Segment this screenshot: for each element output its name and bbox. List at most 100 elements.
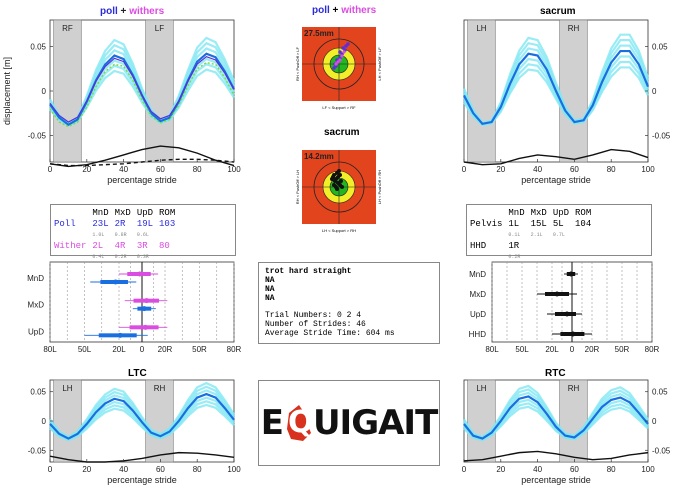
fore-asymmetry-panel: 80L 50L 20L 0 20R 50R 80R MnD MxD UpD	[0, 258, 242, 358]
info-line: NA	[265, 276, 275, 285]
stride-trace	[463, 384, 649, 439]
x-tick-label: 80	[607, 165, 616, 174]
fore-sub: 1.0L	[92, 232, 105, 238]
hind-header-rom: ROM	[575, 208, 592, 218]
asym-category-label: MnD	[469, 270, 486, 279]
target-left-label: RH < PushOff > LF	[295, 46, 300, 80]
asym-tick-label: 50R	[192, 345, 207, 354]
trial-info-box: trot hard straight NA NA NA Trial Number…	[258, 262, 440, 344]
sacrum-chart: LH RH 0 20 40 60 80 100 0.05 0 -0.05 percentage str…	[462, 19, 671, 185]
x-axis-label: percentage stride	[521, 475, 591, 485]
asym-tick-label: 0	[140, 345, 145, 354]
hind-cell: 1L	[508, 219, 520, 229]
series-line-black	[49, 451, 235, 463]
hind-asymmetry-panel: 80L 50L 20L 0 20R 50R 80R MnD MxD UpD HHD	[440, 258, 677, 358]
equigait-logo: E Q UIGAIT	[260, 403, 439, 443]
fore-asymmetry-table: MnD MxD UpD ROM Poll 23L 2R 19L 103 1.0L…	[50, 204, 236, 260]
hind-sub: 0.7L	[552, 232, 565, 238]
stride-point-sacrum	[339, 179, 343, 183]
stride-point-sacrum	[335, 187, 339, 191]
hind-row-pelvis-name: Pelvis	[470, 219, 503, 229]
poll-withers-target-panel: poll + withers 27.5mm LF < Support > RF RH…	[290, 0, 390, 125]
info-line: NA	[265, 294, 275, 303]
stance-band	[145, 19, 174, 163]
x-tick-label: 40	[119, 465, 128, 474]
y-tick-label: -0.05	[28, 131, 47, 140]
hind-cell: 5L	[552, 219, 564, 229]
target-bottom-label: LH < Support > RH	[322, 228, 356, 233]
asym-category-label: HHD	[469, 330, 487, 339]
asym-category-label: MxD	[28, 301, 45, 310]
asym-tick-label: 50R	[615, 345, 630, 354]
asym-mean-point	[137, 271, 143, 277]
logo-letter-q: Q	[287, 405, 313, 440]
x-tick-label: 20	[496, 465, 505, 474]
logo-horse-q: Q	[283, 403, 313, 443]
x-tick-label: 100	[641, 165, 655, 174]
x-tick-label: 60	[156, 465, 165, 474]
x-tick-label: 40	[533, 465, 542, 474]
ltc-panel: LTC LH RH 0 20 40 60 80 100 0.05 0 -0.05 percentage…	[0, 362, 241, 490]
stance-band-label: RF	[62, 24, 73, 33]
hind-asymmetry-chart: 80L 50L 20L 0 20R 50R 80R MnD MxD UpD HHD	[469, 261, 660, 354]
target-poll-label: poll	[312, 5, 330, 16]
series-line-black-dashed	[49, 158, 235, 167]
x-tick-label: 40	[533, 165, 542, 174]
fore-cell: 23L	[92, 219, 109, 229]
asym-mean-point	[142, 324, 148, 330]
hind-asymmetry-table: MnD MxD UpD ROM Pelvis 1L 15L 5L 104 0.1…	[466, 204, 652, 260]
equigait-logo-box: E Q UIGAIT	[258, 380, 440, 466]
asym-tick-label: 80R	[645, 345, 660, 354]
target-title: poll + withers	[312, 5, 376, 16]
poll-withers-target: 27.5mm LF < Support > RF RH < PushOff > LF…	[295, 27, 382, 110]
stride-point-sacrum	[333, 179, 337, 183]
ltc-title: LTC	[128, 368, 147, 379]
target-value: 14.2mm	[304, 152, 334, 161]
stance-band-label: LH	[476, 24, 486, 33]
asym-mean-point	[568, 271, 574, 277]
x-tick-label: 20	[496, 165, 505, 174]
stride-point-withers	[334, 62, 338, 66]
poll-withers-title: poll + withers	[100, 6, 164, 17]
asym-mean-point	[570, 331, 576, 337]
fore-sub: 0.8R	[114, 232, 127, 238]
stride-point-sacrum	[340, 185, 344, 189]
hind-sub: 0.1L	[508, 232, 521, 238]
asym-tick-label: 50L	[78, 345, 92, 354]
x-tick-label: 80	[607, 465, 616, 474]
y-tick-label: -0.05	[652, 446, 671, 455]
sacrum-panel: sacrum LH RH 0 20 40 60 80 100 0.05 0 -0.05 percent…	[440, 0, 677, 200]
stride-point-sacrum	[330, 177, 334, 181]
x-tick-label: 0	[462, 465, 467, 474]
stride-point-withers	[338, 58, 342, 62]
x-tick-label: 20	[82, 465, 91, 474]
y-tick-label: 0	[42, 417, 47, 426]
asym-mean-point	[117, 332, 123, 338]
stride-count: Number of Strides: 46	[265, 320, 366, 329]
fore-cell: 2L	[92, 241, 104, 251]
stride-trace	[49, 36, 236, 126]
x-tick-label: 0	[48, 465, 53, 474]
y-tick-label: -0.05	[28, 446, 47, 455]
stance-band-label: LF	[155, 24, 164, 33]
x-axis-label: percentage stride	[107, 175, 177, 185]
target-plus: +	[329, 5, 342, 16]
stride-time: Average Stride Time: 604 ms	[265, 329, 395, 338]
stance-band	[53, 379, 82, 463]
fore-cell: 103	[159, 219, 176, 229]
x-tick-label: 0	[48, 165, 53, 174]
series-line-purple	[49, 56, 235, 123]
asym-tick-label: 80L	[485, 345, 499, 354]
stride-trace	[49, 381, 235, 439]
series-line-blue	[49, 392, 235, 440]
logo-letter-e: E	[260, 403, 284, 443]
y-axis-label: displacement [m]	[2, 57, 12, 125]
x-tick-label: 100	[227, 465, 241, 474]
hind-header-mnd: MnD	[508, 208, 525, 218]
x-tick-label: 80	[193, 165, 202, 174]
series-line-green	[49, 61, 235, 128]
condition-text: trot hard straight	[265, 267, 352, 276]
stance-band-label: LH	[62, 384, 72, 393]
plus-sign: +	[117, 6, 130, 17]
y-tick-label: 0	[42, 87, 47, 96]
